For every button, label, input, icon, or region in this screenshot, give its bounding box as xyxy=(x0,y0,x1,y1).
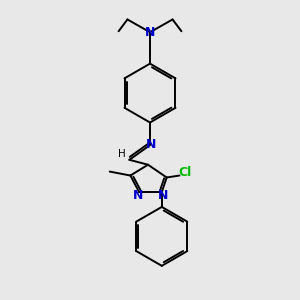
Text: N: N xyxy=(133,189,143,202)
Text: H: H xyxy=(118,149,125,159)
Text: Cl: Cl xyxy=(179,166,192,179)
Text: N: N xyxy=(146,138,156,151)
Text: N: N xyxy=(145,26,155,39)
Text: N: N xyxy=(158,189,168,202)
